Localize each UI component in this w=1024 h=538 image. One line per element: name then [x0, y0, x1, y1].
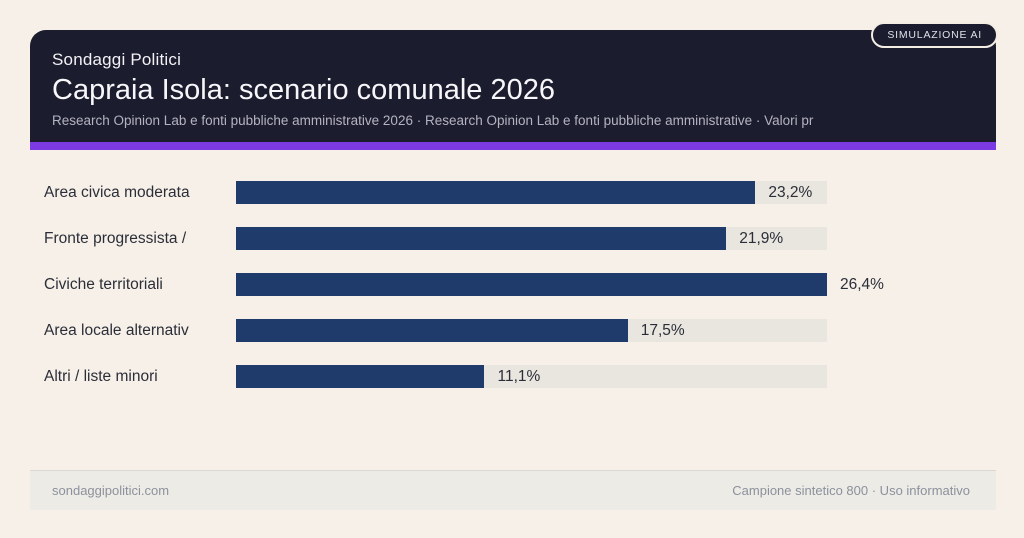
chart-row: Civiche territoriali 26,4% [44, 273, 1004, 296]
bar-chart: Area civica moderata 23,2% Fronte progress… [44, 181, 1004, 411]
bar-track: 26,4% [236, 273, 884, 296]
category-label: Area locale alternativ [44, 321, 189, 339]
bar-track: 21,9% [236, 227, 827, 250]
bar-track: 17,5% [236, 319, 827, 342]
category-label: Civiche territoriali [44, 275, 163, 293]
chart-row: Area locale alternativ 17,5% [44, 319, 1004, 342]
bar-fill [236, 319, 628, 342]
header-kicker: Sondaggi Politici [52, 50, 182, 69]
footer: sondaggipolitici.com Campione sintetico … [30, 470, 996, 510]
bar-track: 11,1% [236, 365, 827, 388]
page-title: Capraia Isola: scenario comunale 2026 [52, 74, 555, 107]
category-label: Area civica moderata [44, 183, 190, 201]
footer-source: sondaggipolitici.com [52, 483, 170, 498]
bar-fill [236, 273, 827, 296]
value-label: 21,9% [739, 229, 784, 247]
value-label: 17,5% [640, 321, 685, 339]
simulation-badge: SIMULAZIONE AI [871, 22, 998, 48]
category-label: Altri / liste minori [44, 367, 158, 385]
value-label: 11,1% [497, 367, 541, 385]
chart-row: Area civica moderata 23,2% [44, 181, 1004, 204]
bar-fill [236, 227, 727, 250]
accent-divider [30, 142, 996, 150]
header-subtitle: Research Opinion Lab e fonti pubbliche a… [52, 112, 814, 128]
header-card: Sondaggi Politici Capraia Isola: scenari… [30, 30, 996, 142]
bar-fill [236, 365, 485, 388]
chart-row: Altri / liste minori 11,1% [44, 365, 1004, 388]
chart-row: Fronte progressista / 21,9% [44, 227, 1004, 250]
bar-fill [236, 181, 756, 204]
value-label: 23,2% [768, 183, 813, 201]
simulation-badge-label: SIMULAZIONE AI [887, 29, 982, 41]
footer-note: Campione sintetico 800 · Uso informativo [732, 483, 970, 498]
bar-track: 23,2% [236, 181, 827, 204]
category-label: Fronte progressista / [44, 229, 187, 247]
value-label: 26,4% [840, 275, 884, 293]
